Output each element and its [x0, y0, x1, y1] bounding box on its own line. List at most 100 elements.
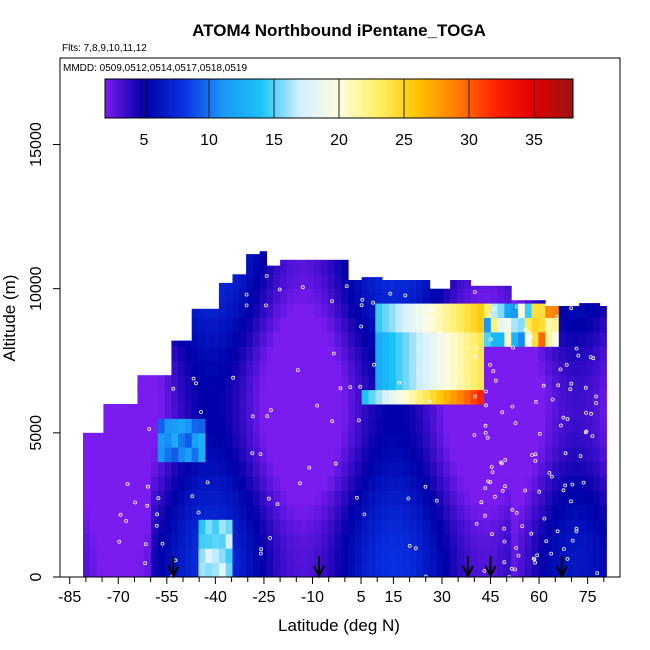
heatmap-cell: [293, 461, 301, 477]
heatmap-cell: [334, 490, 342, 506]
heatmap-cell: [327, 562, 335, 577]
heatmap-cell: [490, 476, 499, 491]
heatmap-cell: [246, 360, 254, 376]
heatmap-cell: [348, 317, 356, 333]
heatmap-cell: [490, 360, 499, 376]
heatmap-cell: [361, 504, 369, 520]
sample-point: [513, 567, 517, 572]
heatmap-cell: [157, 447, 166, 463]
heatmap-cell: [266, 504, 274, 520]
heatmap-cell: [395, 562, 403, 577]
heatmap-cell: [531, 360, 539, 376]
heatmap-cell: [531, 447, 539, 463]
heatmap-cell: [164, 375, 172, 391]
heatmap-cell: [232, 360, 240, 376]
heatmap-cell: [205, 490, 213, 506]
heatmap-cell: [266, 389, 274, 405]
heatmap-cell: [205, 504, 213, 520]
heatmap-cell: [218, 404, 227, 419]
heatmap-cell: [334, 389, 342, 405]
heatmap-cell: [307, 562, 315, 577]
heatmap-cell: [477, 447, 485, 463]
sample-point: [356, 418, 361, 423]
heatmap-cell: [266, 303, 274, 318]
heatmap-cell: [280, 476, 288, 491]
heatmap-cell: [361, 519, 369, 535]
colorbar-tick-label: 20: [330, 132, 348, 149]
y-tick-label: 5000: [28, 415, 45, 451]
sample-point: [484, 389, 489, 394]
heatmap-cell: [225, 504, 233, 520]
heatmap-cell: [273, 519, 281, 535]
colorbar-tick-label: 25: [395, 132, 413, 149]
heatmap-cell: [286, 303, 295, 318]
heatmap-cell: [565, 317, 573, 333]
heatmap-cell: [429, 461, 437, 477]
sample-point: [584, 429, 589, 434]
heatmap-cell: [450, 331, 458, 347]
heatmap-cell: [300, 317, 308, 333]
heatmap-cell: [456, 280, 465, 290]
heatmap-cell: [463, 432, 471, 448]
heatmap-cell: [552, 375, 560, 391]
heatmap-cell: [565, 306, 573, 318]
heatmap-cell: [592, 404, 601, 419]
heatmap-cell: [592, 476, 601, 491]
heatmap-cell: [538, 533, 546, 549]
heatmap-cell: [198, 432, 206, 448]
heatmap-cell: [409, 519, 417, 535]
heatmap-cell: [348, 404, 356, 419]
sample-point: [550, 397, 555, 402]
sample-point: [581, 480, 586, 485]
heatmap-cell: [538, 476, 546, 491]
heatmap-cell: [259, 504, 267, 520]
heatmap-cell: [246, 259, 254, 275]
sample-point: [482, 513, 487, 518]
heatmap-cell: [538, 461, 546, 477]
heatmap-cell: [470, 476, 478, 491]
heatmap-cell: [137, 447, 145, 463]
heatmap-cell: [531, 504, 539, 520]
heatmap-cell: [293, 562, 301, 577]
x-tick-label: -25: [252, 589, 275, 606]
heatmap-cell: [280, 490, 288, 506]
heatmap-cell: [273, 504, 281, 520]
heatmap-cell: [144, 461, 152, 477]
heatmap-cells: [83, 251, 607, 577]
heatmap-cell: [375, 533, 383, 549]
heatmap-cell: [239, 548, 247, 564]
heatmap-cell: [341, 476, 349, 491]
sample-point: [231, 375, 236, 380]
heatmap-cell: [286, 331, 295, 347]
heatmap-cell: [184, 476, 193, 491]
heatmap-cell: [334, 404, 342, 419]
heatmap-cell: [327, 548, 335, 564]
heatmap-cell: [314, 562, 322, 577]
y-tick-label: 15000: [28, 122, 45, 167]
heatmap-cell: [307, 303, 315, 318]
heatmap-cell: [463, 548, 471, 564]
heatmap-cell: [395, 418, 403, 434]
heatmap-cell: [524, 562, 533, 577]
heatmap-cell: [409, 476, 417, 491]
heatmap-cell: [151, 476, 159, 491]
heatmap-cell: [212, 490, 220, 506]
heatmap-cell: [341, 418, 349, 434]
heatmap-cell: [239, 317, 247, 333]
heatmap-cell: [490, 317, 499, 333]
heatmap-cell: [368, 375, 376, 391]
heatmap-cell: [416, 280, 424, 290]
heatmap-cell: [579, 533, 587, 549]
heatmap-cell: [327, 432, 335, 448]
heatmap-cell: [354, 389, 363, 405]
heatmap-cell: [266, 317, 274, 333]
heatmap-cell: [579, 375, 587, 391]
heatmap-cell: [463, 476, 471, 491]
sample-point: [493, 378, 498, 383]
heatmap-cell: [184, 432, 193, 448]
heatmap-cell: [151, 375, 159, 391]
heatmap-cell: [307, 288, 315, 304]
heatmap-cell: [184, 447, 193, 463]
heatmap-cell: [388, 533, 397, 549]
x-axis-label: Latitude (deg N): [278, 616, 400, 635]
